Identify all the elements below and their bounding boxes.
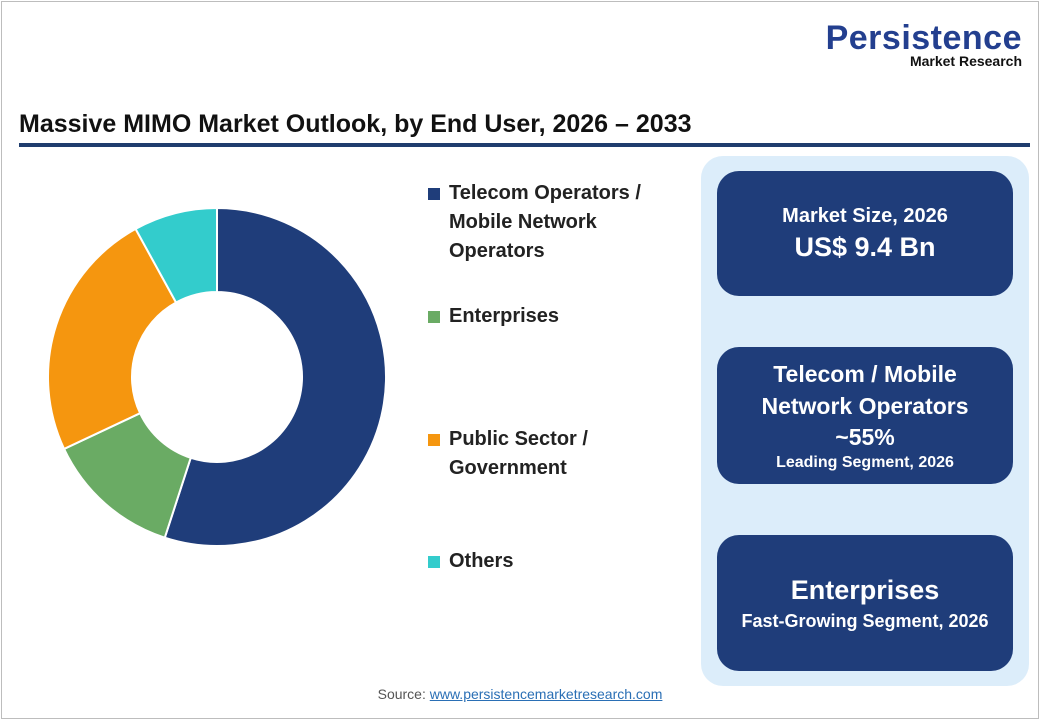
fast-growing-card: Enterprises Fast-Growing Segment, 2026 bbox=[717, 535, 1013, 671]
legend-swatch bbox=[428, 434, 440, 446]
legend-label: Telecom Operators / bbox=[449, 182, 641, 204]
card-title: Network Operators bbox=[761, 392, 969, 419]
legend-swatch bbox=[428, 556, 440, 568]
chart-title: Massive MIMO Market Outlook, by End User… bbox=[19, 110, 692, 138]
slice-public-sector bbox=[47, 227, 178, 451]
logo-sub: Market Research bbox=[909, 53, 1022, 69]
leading-segment-card: Telecom / Mobile Network Operators ~55% … bbox=[717, 347, 1013, 484]
legend-swatch bbox=[428, 311, 440, 323]
slice-others bbox=[134, 206, 218, 304]
card-sub: Fast-Growing Segment, 2026 bbox=[741, 611, 989, 631]
legend-label: Others bbox=[449, 550, 514, 572]
legend-swatch bbox=[428, 188, 440, 200]
legend-item-others: Others bbox=[428, 547, 709, 576]
legend-label: Government bbox=[449, 457, 567, 479]
card-title: Telecom / Mobile bbox=[773, 360, 957, 387]
legend-item-enterprises: Enterprises bbox=[428, 302, 709, 331]
legend-label: Mobile Network bbox=[449, 211, 597, 233]
donut-chart bbox=[47, 206, 387, 547]
card-value: US$ 9.4 Bn bbox=[794, 231, 936, 262]
source-link[interactable]: www.persistencemarketresearch.com bbox=[429, 686, 663, 702]
card-value: Enterprises bbox=[790, 575, 940, 605]
title-divider bbox=[19, 143, 1030, 147]
legend-item-public-sector: Public Sector / Government bbox=[428, 425, 709, 483]
card-value: ~55% bbox=[835, 423, 895, 450]
logo-main: Persistence bbox=[825, 19, 1022, 57]
logo: Persistence Market Research bbox=[825, 19, 1022, 69]
legend-label: Enterprises bbox=[449, 305, 560, 327]
market-size-card: Market Size, 2026 US$ 9.4 Bn bbox=[717, 171, 1013, 296]
source: Source: www.persistencemarketresearch.co… bbox=[0, 686, 1040, 702]
legend-label: Operators bbox=[449, 240, 545, 262]
legend-item-telecom: Telecom Operators / Mobile Network Opera… bbox=[428, 179, 709, 266]
card-label: Market Size, 2026 bbox=[782, 204, 948, 227]
legend-label: Public Sector / bbox=[449, 428, 588, 450]
slice-telecom bbox=[163, 206, 387, 547]
card-sub: Leading Segment, 2026 bbox=[776, 453, 954, 471]
source-label: Source: bbox=[377, 686, 430, 702]
